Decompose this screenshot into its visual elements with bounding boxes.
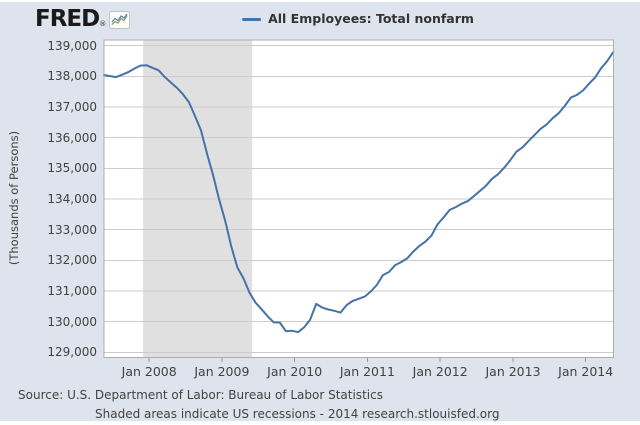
fred-logo-sparkline-icon [109, 11, 131, 29]
fred-logo[interactable]: FRED ® [35, 6, 131, 32]
registered-mark-icon: ® [99, 20, 107, 28]
legend-series-label: All Employees: Total nonfarm [268, 11, 474, 26]
plot-border [103, 39, 614, 358]
footer-source: Source: U.S. Department of Labor: Bureau… [18, 388, 383, 402]
y-axis-title: (Thousands of Persons) [7, 130, 21, 266]
data-line [103, 51, 615, 334]
frame-strip-bottom [0, 421, 640, 425]
frame-strip-top [0, 0, 640, 2]
chart-legend: All Employees: Total nonfarm [242, 11, 474, 26]
fred-logo-text: FRED [35, 6, 100, 32]
legend-dash-icon [242, 17, 262, 21]
footer-note: Shaded areas indicate US recessions - 20… [95, 407, 500, 421]
